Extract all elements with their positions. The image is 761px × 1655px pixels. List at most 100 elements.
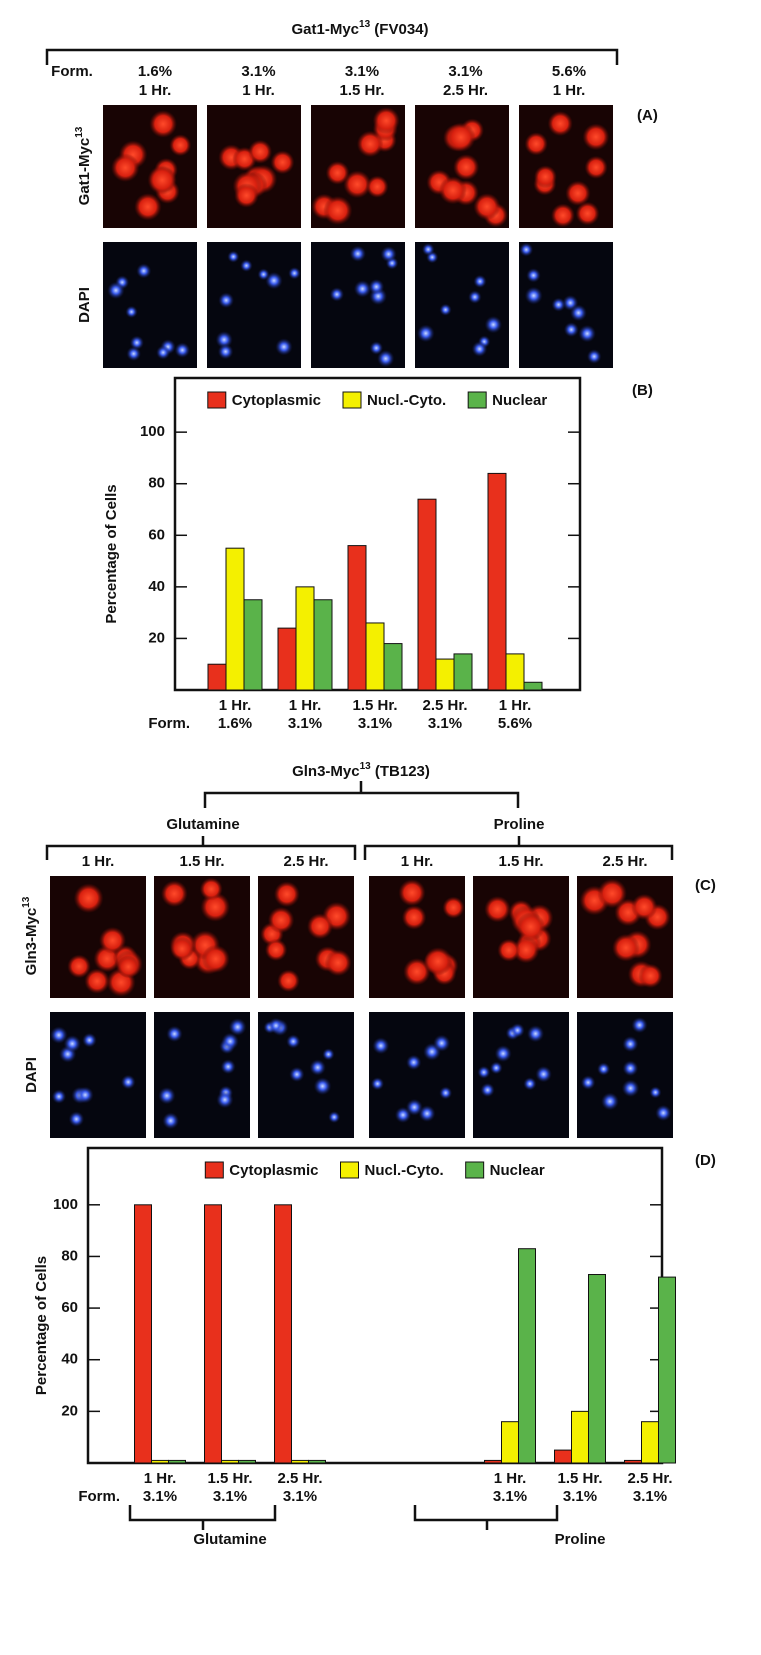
text-part: DAPI — [76, 287, 93, 323]
cell — [160, 880, 188, 908]
x-row-label: Form. — [148, 715, 190, 732]
micrograph — [577, 1012, 673, 1138]
cell — [438, 176, 467, 205]
cell — [524, 132, 548, 156]
x-tick-label: 3.1% — [213, 1488, 247, 1505]
y-tick-label: 100 — [140, 423, 165, 440]
cell — [257, 268, 270, 281]
legend-label: Nuclear — [492, 392, 547, 409]
legend-swatch — [207, 391, 227, 409]
text-part: Gat1-Myc — [291, 21, 359, 38]
x-tick-label: 3.1% — [143, 1488, 177, 1505]
bracket — [413, 1505, 559, 1530]
legend-swatch — [340, 1161, 359, 1179]
micrograph — [50, 1012, 146, 1138]
bar — [295, 586, 315, 691]
bracket — [45, 48, 619, 65]
cell — [406, 1054, 422, 1071]
bar — [204, 1204, 222, 1464]
cell — [563, 322, 579, 338]
bar — [313, 599, 333, 691]
group-label: Glutamine — [193, 1531, 266, 1548]
bar — [221, 1459, 239, 1464]
cell — [649, 1086, 662, 1099]
cell — [248, 139, 273, 164]
cell — [380, 246, 397, 263]
label: DAPI — [23, 1057, 40, 1093]
cell — [218, 292, 235, 309]
condition: 3.1% — [241, 63, 275, 80]
cell — [489, 1061, 503, 1075]
cell — [126, 346, 141, 362]
cell — [398, 879, 426, 907]
y-tick-label: 80 — [148, 475, 165, 492]
cell — [655, 1104, 672, 1122]
micrograph — [207, 242, 301, 368]
cell — [535, 1065, 552, 1083]
cell — [442, 896, 465, 919]
cell — [484, 315, 503, 334]
x-tick-label: 5.6% — [498, 715, 532, 732]
bar — [168, 1459, 186, 1464]
x-tick-label: 1 Hr. — [499, 697, 532, 714]
cell — [73, 883, 104, 914]
x-tick-label: 2.5 Hr. — [277, 1470, 322, 1487]
cell — [638, 963, 663, 989]
micrograph — [258, 1012, 354, 1138]
cell — [551, 297, 566, 312]
condition: 3.1% — [345, 63, 379, 80]
cell — [267, 906, 295, 934]
x-tick-label: 2.5 Hr. — [422, 697, 467, 714]
cell — [125, 305, 138, 319]
micrograph — [311, 105, 405, 228]
cell — [323, 195, 353, 226]
cell — [84, 968, 110, 994]
cell — [578, 324, 596, 343]
cell — [494, 1045, 512, 1063]
label: Gln3-Myc13 (TB123) — [292, 761, 430, 780]
cell — [322, 1048, 335, 1061]
cell — [328, 1111, 341, 1124]
y-axis-label: Percentage of Cells — [33, 1256, 50, 1395]
legend-swatch — [204, 1161, 224, 1179]
legend-swatch — [467, 391, 487, 409]
bar — [554, 1449, 572, 1464]
condition: 1 Hr. — [82, 853, 115, 870]
condition: 1 Hr. — [553, 82, 586, 99]
micrograph — [311, 242, 405, 368]
cell — [286, 1034, 301, 1049]
cell — [288, 266, 301, 280]
y-tick-label: 40 — [148, 578, 165, 595]
y-axis-label: Percentage of Cells — [103, 484, 120, 623]
cell — [570, 304, 587, 322]
bar — [308, 1459, 326, 1464]
micrograph — [50, 876, 146, 998]
panel-label: (C) — [695, 877, 716, 894]
cell — [275, 338, 293, 356]
cell — [533, 165, 557, 189]
cell — [621, 1079, 640, 1098]
panel-label: (A) — [637, 107, 658, 124]
cell — [366, 175, 389, 198]
bar — [435, 658, 455, 691]
cell — [370, 1077, 385, 1091]
condition: 1 Hr. — [242, 82, 275, 99]
cell — [349, 245, 367, 262]
x-tick-label: 1 Hr. — [494, 1470, 527, 1487]
legend: Cytoplasmic Nucl.-Cyto. Nuclear — [207, 391, 547, 409]
cell — [497, 938, 521, 962]
micrograph — [207, 105, 301, 228]
text-part: Gln3-Myc — [292, 763, 360, 780]
label: Gat1-Myc13 (FV034) — [291, 19, 428, 38]
y-tick-label: 60 — [61, 1299, 78, 1316]
bar — [347, 545, 367, 691]
cell — [201, 944, 230, 974]
bracket — [45, 836, 357, 860]
cell — [622, 1036, 639, 1053]
bar — [505, 653, 525, 691]
cell — [277, 969, 300, 993]
cell — [468, 290, 482, 304]
micrograph — [519, 105, 613, 228]
x-tick-label: 1.6% — [218, 715, 252, 732]
cell — [403, 957, 431, 986]
